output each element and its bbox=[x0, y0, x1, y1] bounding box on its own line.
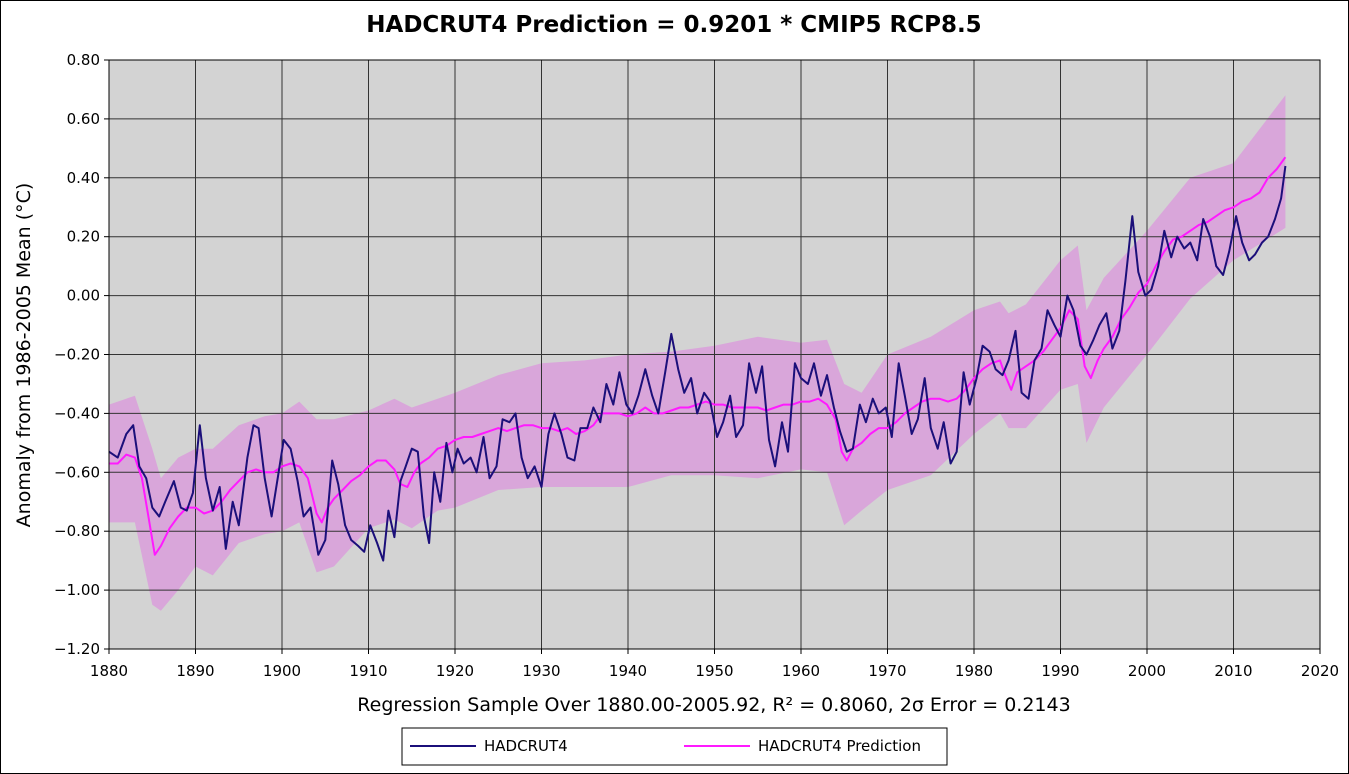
legend-label-prediction: HADCRUT4 Prediction bbox=[758, 737, 921, 755]
y-tick-label: 0.40 bbox=[67, 169, 100, 187]
y-tick-label: −0.20 bbox=[54, 346, 100, 364]
x-tick-label: 1970 bbox=[868, 662, 906, 680]
chart-title: HADCRUT4 Prediction = 0.9201 * CMIP5 RCP… bbox=[366, 12, 981, 38]
y-tick-label: 0.60 bbox=[67, 110, 100, 128]
x-tick-label: 1910 bbox=[349, 662, 387, 680]
y-tick-label: 0.80 bbox=[67, 51, 100, 69]
series-line-hadcrut4 bbox=[108, 165, 1287, 562]
y-tick-label: −1.20 bbox=[54, 640, 100, 658]
x-tick-label: 1880 bbox=[90, 662, 128, 680]
x-tick-label: 2020 bbox=[1301, 662, 1339, 680]
y-tick-label: −1.00 bbox=[54, 581, 100, 599]
y-tick-label: −0.40 bbox=[54, 404, 100, 422]
legend-label-hadcrut4: HADCRUT4 bbox=[484, 737, 568, 755]
legend-box bbox=[401, 727, 948, 766]
x-tick-label: 2010 bbox=[1214, 662, 1252, 680]
x-tick-label: 1890 bbox=[176, 662, 214, 680]
x-tick-label: 1900 bbox=[263, 662, 301, 680]
x-tick-label: 1980 bbox=[955, 662, 993, 680]
uncertainty-band bbox=[109, 95, 1286, 611]
x-tick-label: 1950 bbox=[695, 662, 733, 680]
x-tick-label: 1960 bbox=[782, 662, 820, 680]
legend: HADCRUT4 HADCRUT4 Prediction bbox=[401, 727, 948, 766]
x-tick-label: 2000 bbox=[1128, 662, 1166, 680]
x-axis-label: Regression Sample Over 1880.00-2005.92, … bbox=[357, 694, 1070, 716]
y-axis-label: Anomaly from 1986-2005 Mean (°C) bbox=[13, 183, 35, 528]
x-tick-label: 1990 bbox=[1041, 662, 1079, 680]
x-tick-label: 1940 bbox=[609, 662, 647, 680]
series-line-prediction bbox=[109, 156, 1287, 556]
y-tick-label: −0.60 bbox=[54, 463, 100, 481]
y-tick-label: 0.00 bbox=[67, 287, 100, 305]
x-tick-label: 1930 bbox=[522, 662, 560, 680]
y-tick-label: 0.20 bbox=[67, 228, 100, 246]
y-tick-label: −0.80 bbox=[54, 522, 100, 540]
x-tick-label: 1920 bbox=[436, 662, 474, 680]
